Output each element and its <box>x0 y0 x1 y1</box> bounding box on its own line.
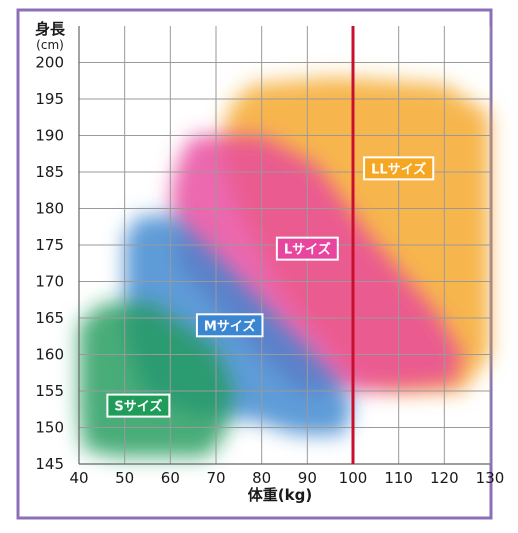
y-tick-label: 155 <box>35 382 64 400</box>
size-label-box: Mサイズ <box>195 313 264 338</box>
y-tick-label: 165 <box>35 309 64 327</box>
x-tick-labels: 40 50 60 70 80 90 100 110 120 130 <box>69 469 504 487</box>
y-tick-labels: 145 150 155 160 165 170 175 180 185 190 195 200 <box>35 54 64 474</box>
x-tick-label: 110 <box>384 469 413 487</box>
y-axis-unit: (cm) <box>36 38 64 52</box>
x-tick-label: 40 <box>69 469 88 487</box>
y-axis-title: 身長 <box>35 20 66 38</box>
x-tick-label: 50 <box>115 469 134 487</box>
size-label-text: LLサイズ <box>371 161 426 177</box>
region-area <box>79 303 235 457</box>
size-label-text: Sサイズ <box>114 399 162 415</box>
size-label-background <box>275 236 339 261</box>
size-label-background <box>363 156 435 181</box>
x-tick-label: 80 <box>252 469 271 487</box>
y-tick-label: 190 <box>35 127 64 145</box>
y-tick-label: 200 <box>35 54 64 72</box>
y-tick-label: 195 <box>35 90 64 108</box>
x-tick-label: 100 <box>339 469 368 487</box>
size-labels: LLサイズ Lサイズ Mサイズ Sサイズ <box>106 156 435 418</box>
x-tick-label: 130 <box>476 469 505 487</box>
size-label-box: LLサイズ <box>363 156 435 181</box>
size-label-box: Lサイズ <box>275 236 339 261</box>
x-tick-label: 90 <box>298 469 317 487</box>
size-label-box: Sサイズ <box>106 393 171 418</box>
x-tick-label: 60 <box>161 469 180 487</box>
y-tick-label: 170 <box>35 273 64 291</box>
x-tick-label: 120 <box>430 469 459 487</box>
y-tick-label: 185 <box>35 163 64 181</box>
size-label-text: Mサイズ <box>204 318 256 334</box>
size-label-background <box>195 313 264 338</box>
y-tick-label: 180 <box>35 200 64 218</box>
y-tick-label: 175 <box>35 236 64 254</box>
y-tick-label: 145 <box>35 455 64 473</box>
size-label-text: Lサイズ <box>284 242 331 258</box>
y-tick-label: 160 <box>35 346 64 364</box>
size-label-background <box>106 393 171 418</box>
x-axis-title: 体重(kg) <box>248 486 312 504</box>
y-tick-label: 150 <box>35 419 64 437</box>
x-tick-label: 70 <box>206 469 225 487</box>
